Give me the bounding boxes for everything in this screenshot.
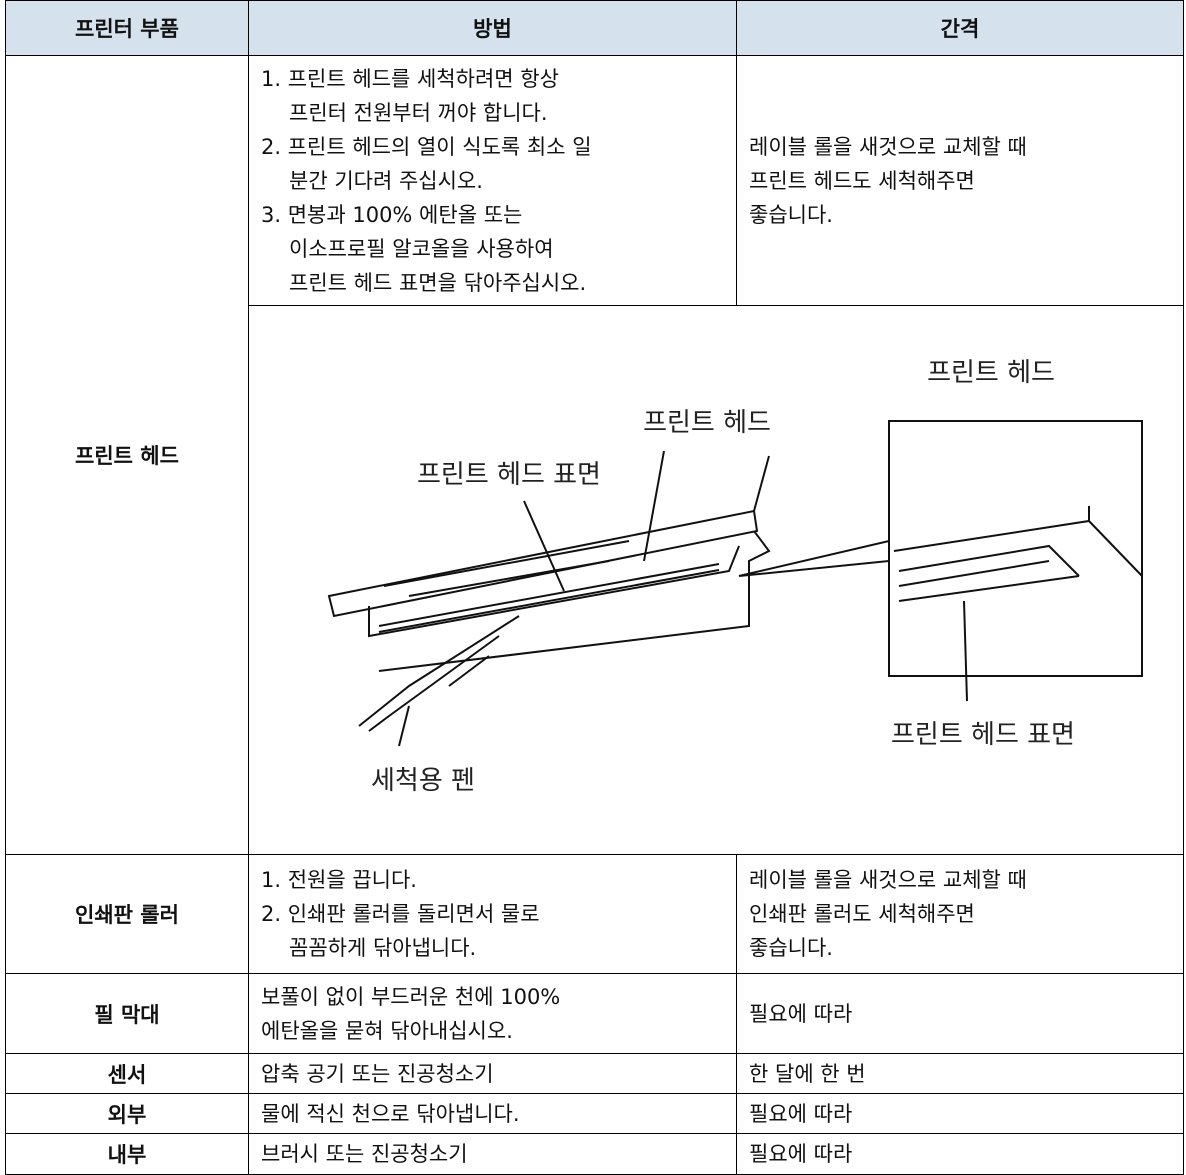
text-line: 보풀이 없이 부드러운 천에 100% [261,984,561,1009]
text-line: 이소프로필 알코올을 사용하여 [289,236,554,261]
interval-cell: 필요에 따라 [736,1093,1184,1134]
text-line: 필요에 따라 [749,1101,853,1126]
part-cell: 외부 [5,1093,249,1134]
leader-line [523,500,565,592]
figure-label: 프린트 헤드 [927,358,1055,388]
figure-cell: 프린트 헤드 프린트 헤드 프린트 헤드 표면 프린트 헤드 표면 세척용 펜 [248,305,1184,855]
header-cell: 프린터 부품 [5,0,249,56]
drawing [383,540,630,597]
printhead-figure: 프린트 헤드 프린트 헤드 프린트 헤드 표면 프린트 헤드 표면 세척용 펜 [327,358,1143,796]
text-line: 레이블 롤을 새것으로 교체할 때 [749,134,1027,159]
figure-label: 프린트 헤드 [643,408,771,438]
part-cell: 필 막대 [5,973,249,1054]
drawing [368,545,740,638]
method-cell: 보풀이 없이 부드러운 천에 100% 에탄올을 묻혀 닦아내십시오. [248,973,737,1054]
text-line: 좋습니다. [749,202,833,227]
header-row: 프린터 부품 방법 간격 [5,0,1184,56]
method-cell: 압축 공기 또는 진공청소기 [248,1053,737,1094]
header-cell: 간격 [736,0,1184,56]
figure-row: 프린트 헤드 프린트 헤드 프린트 헤드 표면 프린트 헤드 표면 세척용 펜 [6,305,1184,855]
leader-line [963,600,968,702]
text-line: 1. 프린트 헤드를 세척하려면 항상 [261,66,559,91]
row: 외부 물에 적신 천으로 닦아냅니다. 필요에 따라 [5,1093,1184,1134]
part-cell: 프린트 헤드 [5,55,249,855]
figure-label: 프린트 헤드 표면 [891,720,1075,750]
drawing [888,420,1143,677]
interval-cell: 한 달에 한 번 [736,1053,1184,1094]
drawing [327,509,759,618]
row: 센서 압축 공기 또는 진공청소기 한 달에 한 번 [5,1053,1184,1094]
row: 필 막대 보풀이 없이 부드러운 천에 100% 에탄올을 묻혀 닦아내십시오. … [5,973,1184,1054]
text-line: 3. 면봉과 100% 에탄올 또는 [261,202,523,227]
text-line: 브러시 또는 진공청소기 [261,1142,468,1166]
text-line: 2. 인쇄판 롤러를 돌리면서 물로 [261,902,540,926]
leader-line [643,450,665,562]
method-cell: 물에 적신 천으로 닦아냅니다. [248,1093,737,1134]
text-line: 2. 프린트 헤드의 열이 식도록 최소 일 [261,134,592,159]
figure-label: 세척용 펜 [371,766,475,796]
text-line: 좋습니다. [749,936,833,960]
interval-cell: 필요에 따라 [736,1133,1184,1175]
text-line: 필요에 따라 [749,1142,853,1166]
maintenance-table: 프린터 부품 방법 간격 프린트 헤드 1. 프린트 헤드를 세척하려면 항상 프… [5,0,1184,1175]
text-line: 필요에 따라 [749,1001,853,1026]
part-cell: 인쇄판 롤러 [5,854,249,974]
text-line: 분간 기다려 주십시오. [289,168,483,193]
text-line: 꼼꼼하게 닦아냅니다. [289,936,477,960]
text-line: 프린트 헤드 표면을 닦아주십시오. [289,270,587,295]
leader-line [398,705,410,747]
method-cell: 브러시 또는 진공청소기 [248,1133,737,1175]
interval-cell: 필요에 따라 [736,973,1184,1054]
text-line: 압축 공기 또는 진공청소기 [261,1061,494,1086]
drawing [358,615,520,732]
header-cell: 방법 [248,0,737,56]
part-cell: 센서 [5,1053,249,1094]
drawing [738,539,890,577]
row: 내부 브러시 또는 진공청소기 필요에 따라 [5,1133,1184,1175]
text-line: 물에 적신 천으로 닦아냅니다. [261,1101,520,1126]
text-line: 프린터 전원부터 꺼야 합니다. [289,100,548,125]
text-line: 1. 전원을 끕니다. [261,868,417,892]
drawing [378,455,771,672]
part-cell: 내부 [5,1133,249,1175]
text-line: 에탄올을 묻혀 닦아내십시오. [261,1018,513,1043]
text-line: 한 달에 한 번 [749,1061,866,1086]
drawing [893,506,1143,602]
text-line: 프린트 헤드도 세척해주면 [749,168,975,193]
text-line: 레이블 롤을 새것으로 교체할 때 [749,868,1027,892]
figure-label: 프린트 헤드 표면 [417,460,601,490]
text-line: 인쇄판 롤러도 세척해주면 [749,902,975,926]
